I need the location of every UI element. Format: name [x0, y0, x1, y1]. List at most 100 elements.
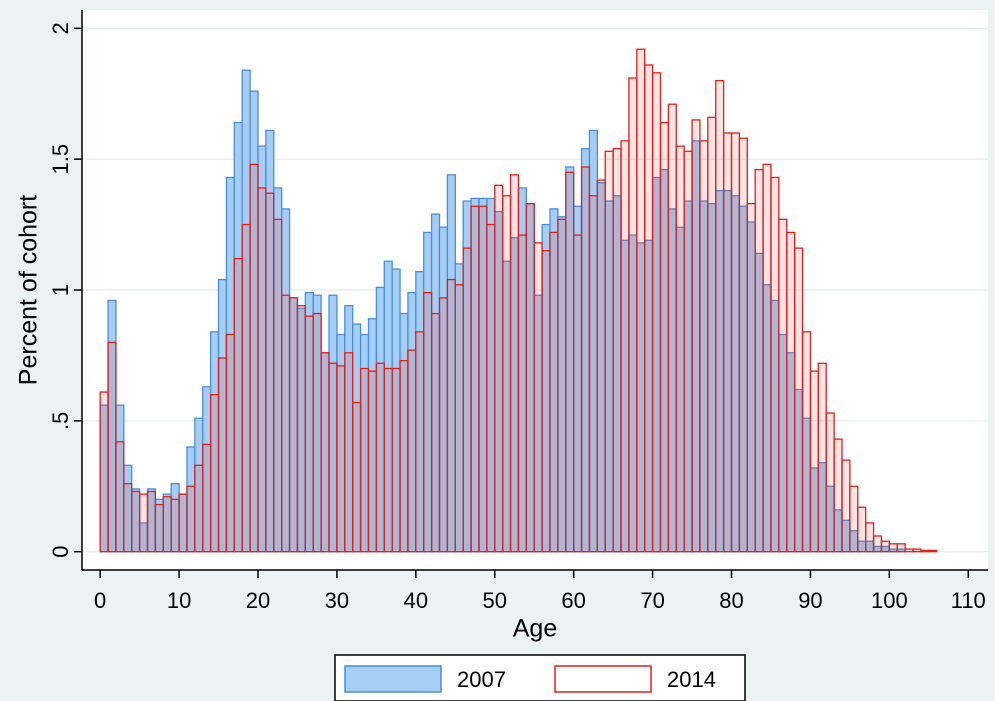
y-tick-label: 2	[48, 22, 73, 34]
bar	[620, 140, 630, 553]
y-tick-label: 0	[48, 546, 73, 558]
bar	[478, 205, 488, 553]
bar	[817, 362, 827, 553]
bar	[454, 284, 464, 553]
bar	[509, 174, 520, 553]
bar	[683, 150, 693, 553]
bar	[470, 205, 480, 553]
y-tick-label: 1	[48, 284, 73, 296]
bar	[651, 72, 662, 553]
bar	[430, 312, 441, 553]
bar	[904, 548, 914, 553]
bar	[604, 150, 614, 553]
x-tick-label: 40	[404, 588, 428, 613]
y-axis-label: Percent of cohort	[15, 195, 43, 385]
bar	[928, 549, 938, 553]
bar	[762, 163, 772, 553]
x-tick-label: 0	[94, 588, 106, 613]
bar	[644, 64, 654, 553]
bar	[399, 360, 409, 553]
bar	[162, 496, 172, 553]
bar	[241, 223, 251, 553]
bar	[194, 464, 204, 553]
bar	[541, 250, 551, 553]
bar	[186, 485, 196, 553]
bar	[446, 278, 456, 553]
bar	[865, 522, 875, 553]
bar	[344, 352, 354, 553]
bar	[841, 459, 851, 553]
bar	[596, 179, 606, 553]
bar	[896, 543, 906, 553]
bar	[770, 176, 780, 553]
bar	[288, 297, 299, 553]
bar	[131, 490, 141, 553]
bar	[281, 294, 291, 553]
x-tick-label: 70	[640, 588, 664, 613]
bar	[573, 234, 583, 553]
bar	[367, 370, 378, 553]
bar	[636, 48, 646, 553]
bar	[486, 223, 496, 553]
bar	[138, 493, 149, 553]
bar	[320, 352, 330, 553]
x-tick-label: 60	[561, 588, 585, 613]
x-tick-label: 90	[798, 588, 822, 613]
bar	[265, 192, 275, 553]
bar	[178, 493, 188, 553]
bar	[628, 77, 638, 553]
bar	[352, 401, 362, 553]
bar	[494, 184, 504, 553]
bar	[423, 291, 433, 553]
bar	[872, 535, 883, 553]
bar	[722, 132, 733, 553]
bar	[730, 132, 741, 553]
x-tick-label: 100	[871, 588, 908, 613]
x-tick-label: 20	[246, 588, 270, 613]
bar	[912, 548, 922, 553]
bar	[825, 412, 835, 553]
bar	[801, 331, 812, 553]
legend-label: 2014	[667, 667, 716, 692]
bar	[849, 485, 859, 553]
bar	[225, 333, 235, 553]
bar	[257, 187, 267, 553]
bar	[557, 218, 567, 553]
x-tick-label: 10	[167, 588, 191, 613]
bar	[667, 103, 677, 553]
bar	[170, 498, 180, 553]
bar	[501, 195, 512, 553]
bar	[793, 247, 804, 553]
bar	[217, 357, 228, 553]
bar	[328, 362, 338, 553]
bar	[738, 137, 748, 553]
bar	[115, 441, 125, 553]
bar	[580, 166, 591, 553]
bar	[525, 202, 535, 553]
bar	[415, 331, 425, 553]
bar	[99, 391, 109, 553]
x-tick-label: 80	[719, 588, 743, 613]
x-tick-label: 110	[951, 588, 986, 613]
bar	[920, 549, 930, 553]
bar	[209, 394, 220, 553]
bar	[888, 543, 898, 553]
bar	[233, 257, 243, 553]
bar	[249, 163, 259, 553]
x-axis-label: Age	[513, 615, 557, 643]
x-tick-label: 50	[483, 588, 507, 613]
bar	[304, 315, 314, 553]
bar	[857, 506, 867, 553]
bar	[154, 503, 164, 553]
bar	[565, 171, 575, 553]
bar	[588, 195, 598, 553]
bar	[691, 119, 701, 553]
bar	[612, 148, 622, 553]
bar	[675, 145, 685, 553]
bar	[880, 540, 891, 553]
bar	[438, 297, 449, 553]
bar	[391, 367, 401, 553]
bar	[123, 482, 133, 553]
bar	[778, 218, 788, 553]
